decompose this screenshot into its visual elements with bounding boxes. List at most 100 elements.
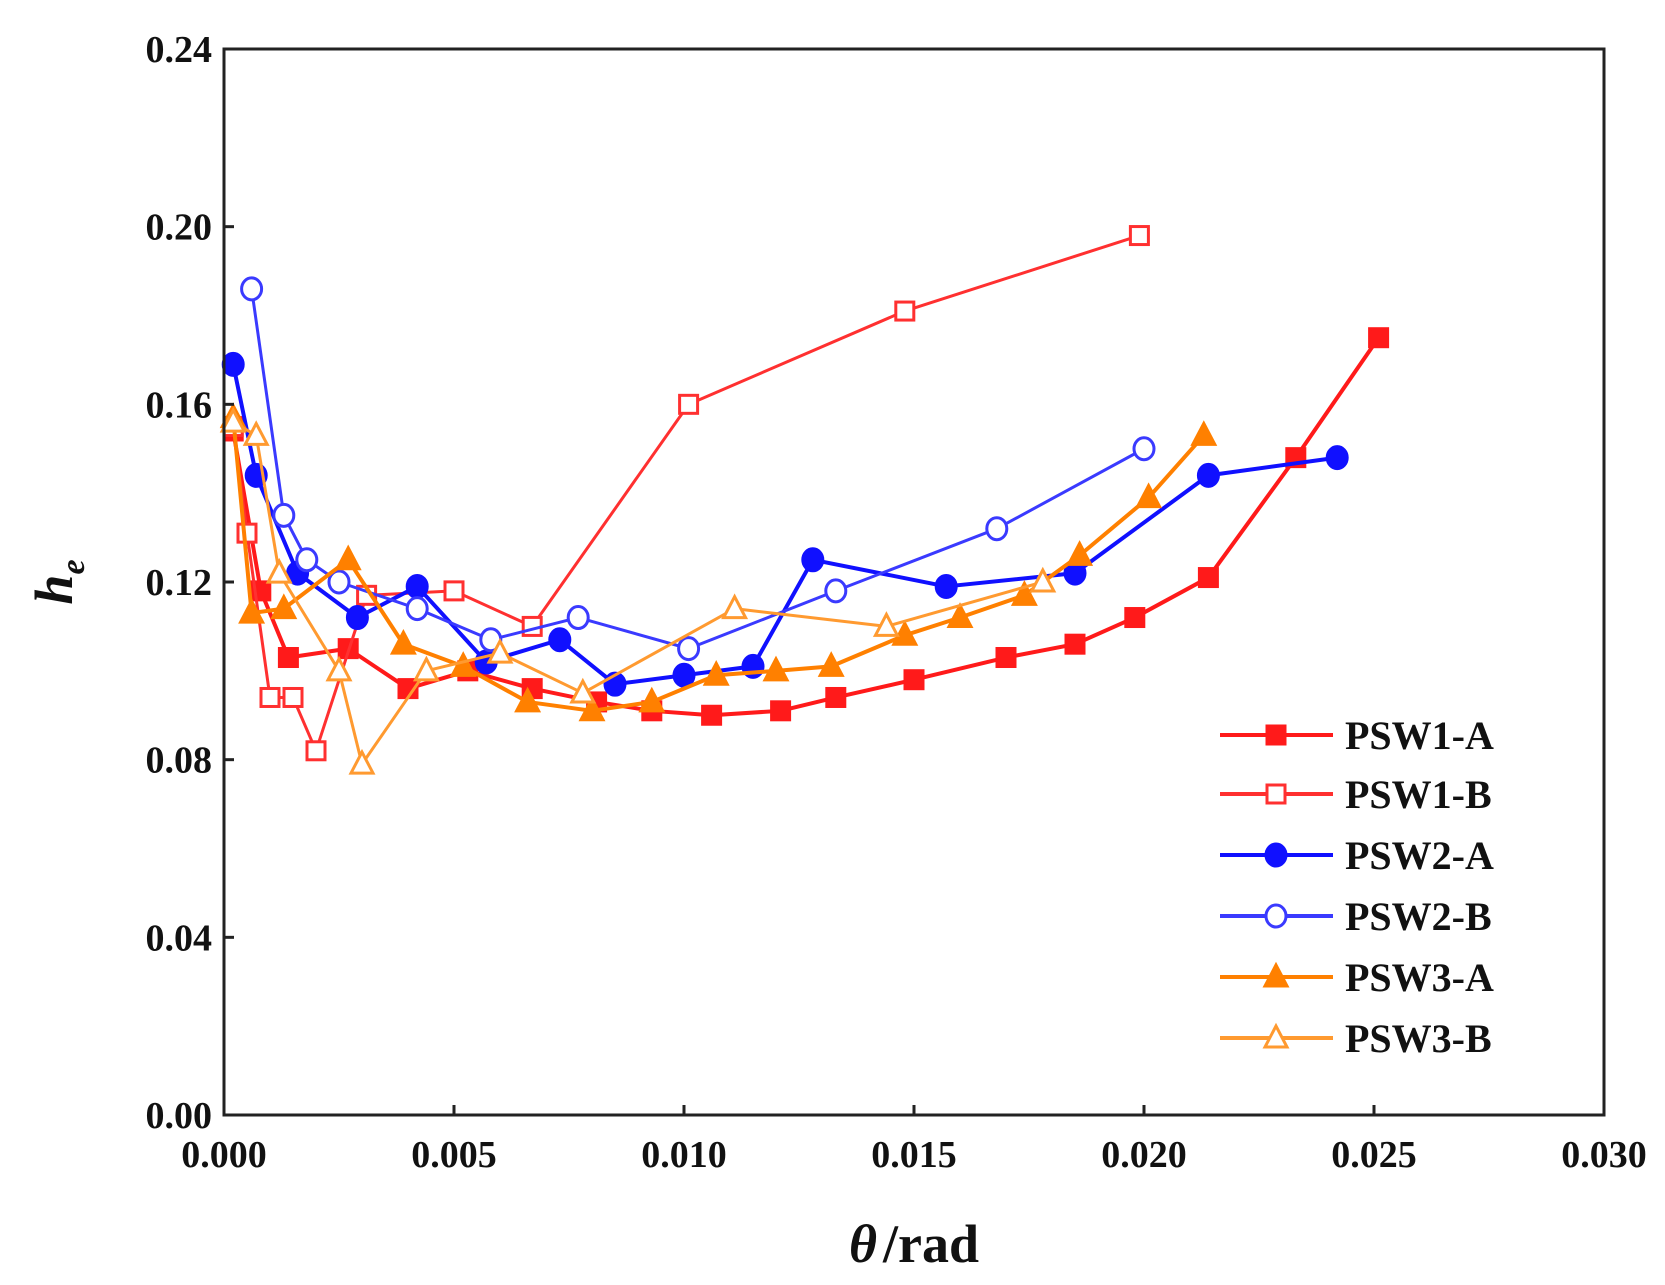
x-tick-label: 0.030	[1561, 1134, 1647, 1176]
data-point	[825, 686, 847, 708]
data-point	[824, 578, 848, 604]
data-point	[701, 704, 723, 726]
data-point	[1325, 445, 1349, 471]
legend-marker	[1264, 903, 1288, 929]
legend-marker	[1262, 961, 1290, 988]
data-point	[389, 628, 417, 655]
data-point	[1128, 225, 1150, 247]
legend-marker	[1262, 1022, 1290, 1049]
data-point	[449, 651, 477, 677]
data-point	[566, 605, 590, 631]
y-tick-label: 0.20	[146, 207, 213, 249]
data-point	[282, 686, 304, 708]
data-point	[1010, 580, 1038, 606]
data-point	[295, 547, 319, 573]
legend-label: PSW3-A	[1345, 955, 1494, 1000]
data-point	[1124, 607, 1146, 629]
data-point	[405, 596, 429, 622]
y-tick-label: 0.08	[146, 740, 213, 782]
legend-item: PSW2-B	[1220, 894, 1492, 939]
y-axis-main: h	[24, 575, 84, 605]
data-point	[240, 276, 264, 302]
data-point	[219, 406, 247, 433]
legend-item: PSW1-A	[1220, 713, 1494, 758]
data-point	[305, 740, 327, 762]
data-point	[801, 547, 825, 573]
legend-label: PSW2-B	[1345, 894, 1492, 939]
data-point	[903, 669, 925, 691]
series-psw2-a	[221, 351, 1349, 697]
data-point	[872, 611, 900, 637]
data-point	[995, 647, 1017, 669]
data-point	[1064, 633, 1086, 655]
data-point	[443, 580, 465, 602]
y-tick-label: 0.12	[146, 562, 213, 604]
data-point	[334, 544, 362, 571]
data-point	[514, 686, 542, 713]
plot-marks	[219, 225, 1390, 775]
data-point	[894, 300, 916, 322]
y-tick-label: 0.00	[146, 1095, 213, 1137]
legend-item: PSW2-A	[1220, 833, 1494, 878]
data-point	[1197, 567, 1219, 589]
data-point	[1066, 540, 1094, 566]
legend-item: PSW1-B	[1220, 772, 1492, 817]
data-point	[265, 557, 293, 584]
data-point	[638, 686, 666, 713]
x-axis-label: θ/rad	[849, 1214, 979, 1274]
series-psw2-b	[240, 276, 1156, 662]
x-tick-label: 0.015	[871, 1134, 957, 1176]
series-line	[231, 336, 1381, 718]
data-point	[1135, 482, 1163, 509]
data-point	[672, 662, 696, 688]
data-point	[327, 569, 351, 595]
data-point	[277, 647, 299, 669]
data-point	[677, 636, 701, 662]
legend-label: PSW1-B	[1345, 772, 1492, 817]
legend-marker	[1264, 842, 1288, 868]
data-point	[569, 677, 597, 704]
data-point	[578, 695, 606, 722]
data-point	[934, 573, 958, 599]
data-point	[702, 660, 730, 686]
y-tick-label: 0.16	[146, 384, 213, 426]
legend-marker	[1265, 724, 1287, 746]
legend: PSW1-A PSW1-B PSW2-A PSW2-B PSW3-A PSW3-B	[1220, 713, 1494, 1061]
series-psw3-b	[219, 406, 1057, 775]
data-point	[817, 651, 845, 677]
data-point	[762, 655, 790, 682]
data-point	[721, 593, 749, 620]
x-axis-unit: /rad	[882, 1214, 979, 1274]
series-line	[232, 420, 1044, 766]
x-tick-label: 0.025	[1331, 1134, 1417, 1176]
legend-label: PSW2-A	[1345, 833, 1494, 878]
x-tick-label: 0.000	[181, 1134, 267, 1176]
legend-item: PSW3-A	[1220, 955, 1494, 1000]
series-psw1-a	[222, 327, 1390, 726]
y-axis-sub: e	[55, 559, 92, 574]
data-point	[325, 655, 353, 682]
data-point	[221, 351, 245, 377]
data-point	[770, 700, 792, 722]
data-point	[348, 748, 376, 775]
data-point	[1029, 566, 1057, 593]
legend-label: PSW3-B	[1345, 1016, 1492, 1061]
data-point	[405, 573, 429, 599]
legend-item: PSW3-B	[1220, 1016, 1492, 1061]
data-point	[1368, 327, 1390, 349]
series-psw3-a	[219, 402, 1218, 722]
data-point	[272, 502, 296, 528]
x-tick-label: 0.020	[1101, 1134, 1187, 1176]
legend-marker	[1265, 783, 1287, 805]
data-point	[548, 627, 572, 653]
legend-label: PSW1-A	[1345, 713, 1494, 758]
data-point	[1190, 420, 1218, 446]
data-point	[412, 655, 440, 682]
data-point	[238, 597, 266, 624]
data-point	[946, 602, 974, 629]
data-point	[1132, 436, 1156, 462]
axis-ticks: 0.000 0.005 0.010 0.015 0.020 0.025 0.030 0.00 0…	[146, 29, 1647, 1176]
x-axis-symbol: θ	[849, 1214, 877, 1274]
x-tick-label: 0.005	[411, 1134, 497, 1176]
data-point	[1196, 462, 1220, 488]
